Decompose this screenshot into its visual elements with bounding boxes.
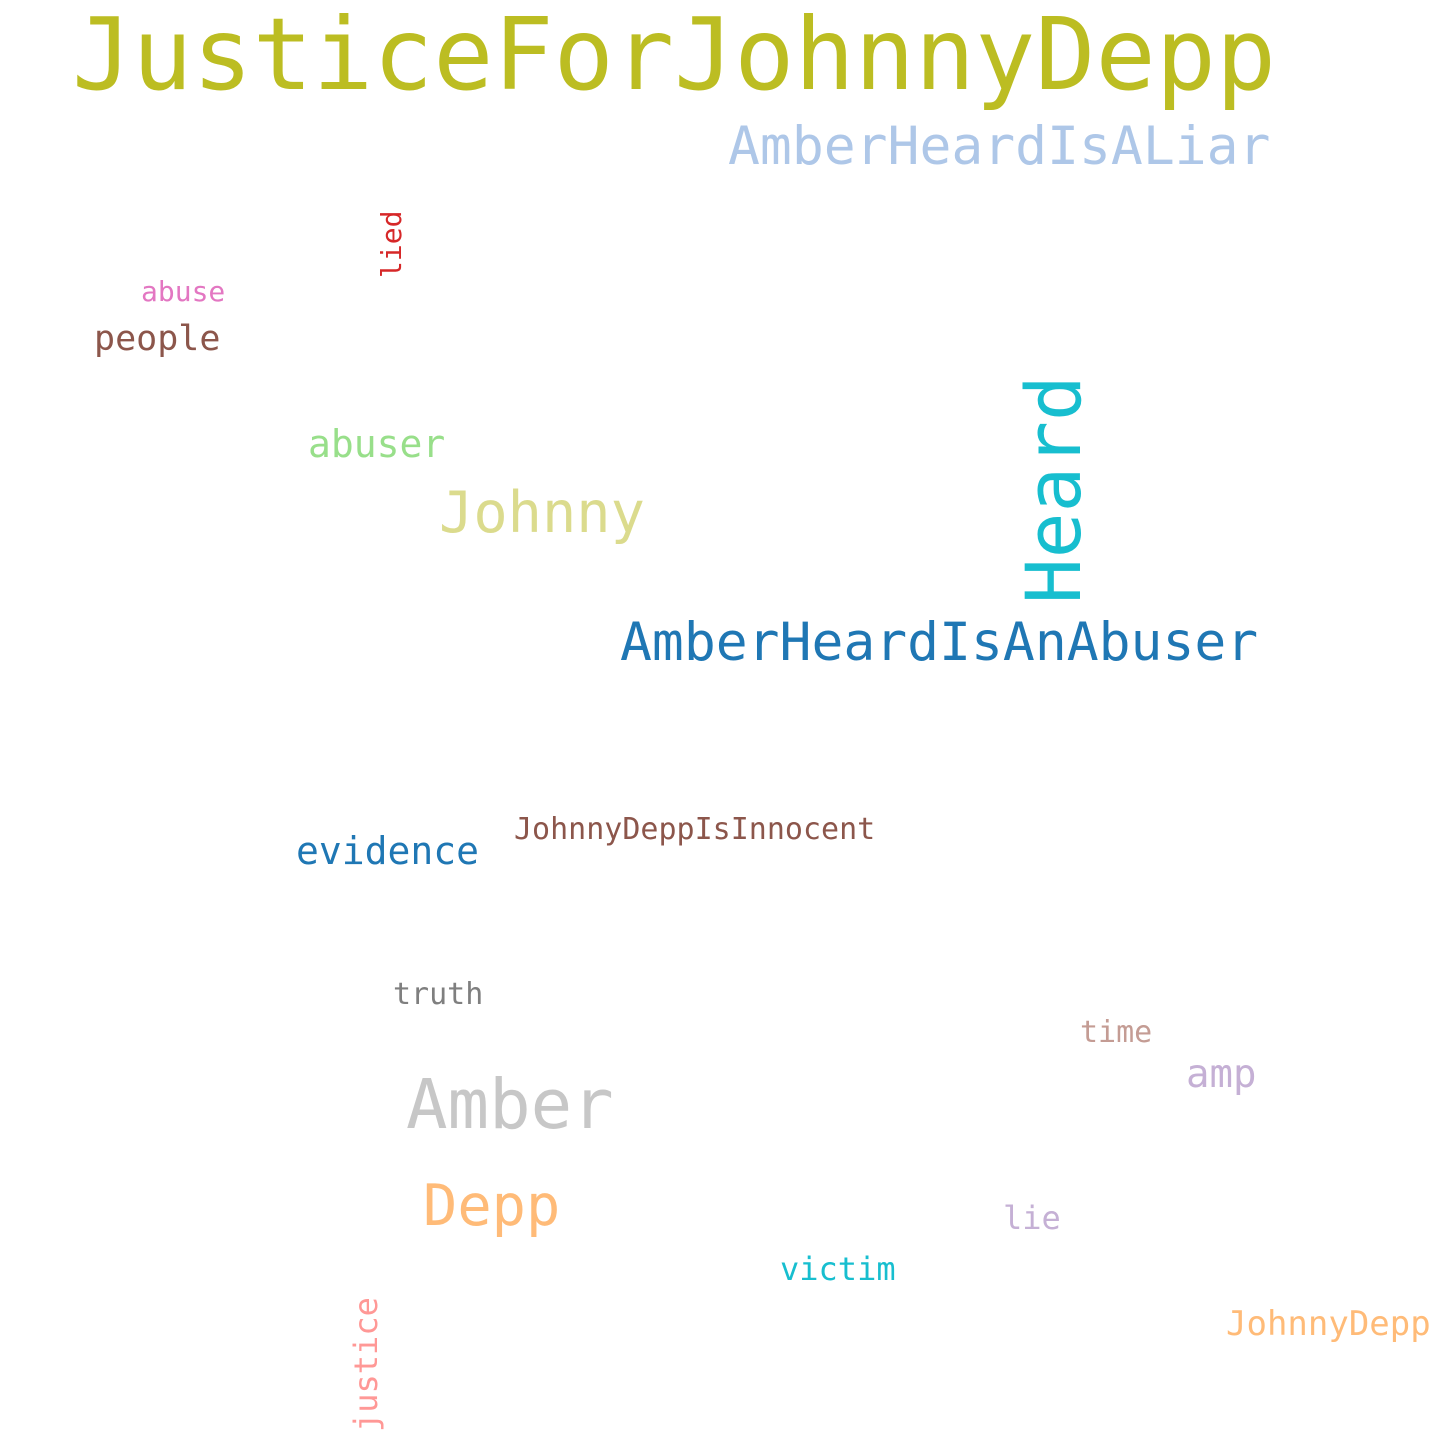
word-truth: truth [393,977,484,1012]
word-lied: lied [375,210,408,278]
word-johnny: Johnny [439,480,645,546]
word-victim: victim [780,1250,896,1288]
word-amberheardisaliar: AmberHeardIsALiar [728,116,1271,177]
word-time: time [1080,1015,1153,1050]
word-amberheardisanabuser: AmberHeardIsAnAbuser [620,612,1259,673]
word-people: people [94,319,221,359]
word-depp: Depp [423,1173,561,1239]
word-amp: amp [1186,1052,1257,1097]
word-amber: Amber [406,1065,614,1145]
word-justiceforjohnnydepp: JusticeForJohnnyDepp [72,0,1277,113]
word-abuse: abuse [141,275,226,308]
word-johnnydeppisinnocent: JohnnyDeppIsInnocent [514,812,876,847]
word-justice: justice [347,1297,385,1432]
word-heard: Heard [1009,375,1098,604]
word-evidence: evidence [296,829,480,873]
word-johnnydepp: JohnnyDepp [1226,1304,1431,1344]
word-abuser: abuser [308,422,446,466]
word-lie: lie [1003,1199,1061,1237]
